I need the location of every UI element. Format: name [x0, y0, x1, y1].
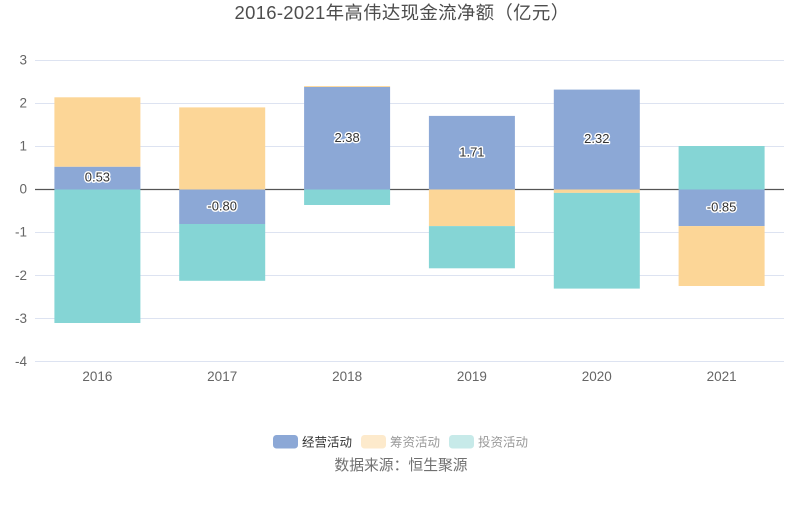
svg-text:筹资活动: 筹资活动 — [390, 435, 440, 450]
svg-text:-3: -3 — [15, 311, 27, 326]
svg-text:2016: 2016 — [82, 369, 112, 384]
svg-text:2019: 2019 — [457, 369, 487, 384]
svg-text:-4: -4 — [15, 354, 27, 369]
svg-text:数据来源：恒生聚源: 数据来源：恒生聚源 — [334, 457, 467, 474]
svg-text:3: 3 — [19, 53, 27, 68]
svg-text:0: 0 — [19, 182, 27, 197]
svg-text:-1: -1 — [15, 225, 27, 240]
svg-text:2: 2 — [19, 96, 27, 111]
svg-text:-0.80: -0.80 — [207, 198, 237, 213]
svg-text:2017: 2017 — [207, 369, 237, 384]
svg-text:2021: 2021 — [707, 369, 737, 384]
svg-text:1: 1 — [19, 139, 27, 154]
svg-text:2020: 2020 — [582, 369, 612, 384]
svg-text:2.32: 2.32 — [584, 131, 609, 146]
svg-text:1.71: 1.71 — [459, 144, 484, 159]
svg-text:经营活动: 经营活动 — [302, 436, 352, 450]
svg-text:0.53: 0.53 — [85, 170, 110, 185]
svg-text:2.38: 2.38 — [334, 130, 359, 145]
svg-text:2016-2021年高伟达现金流净额（亿元）: 2016-2021年高伟达现金流净额（亿元） — [235, 2, 570, 23]
svg-text:-2: -2 — [15, 268, 27, 283]
svg-text:-0.85: -0.85 — [707, 199, 737, 214]
svg-text:2018: 2018 — [332, 369, 362, 384]
svg-text:投资活动: 投资活动 — [478, 435, 528, 450]
